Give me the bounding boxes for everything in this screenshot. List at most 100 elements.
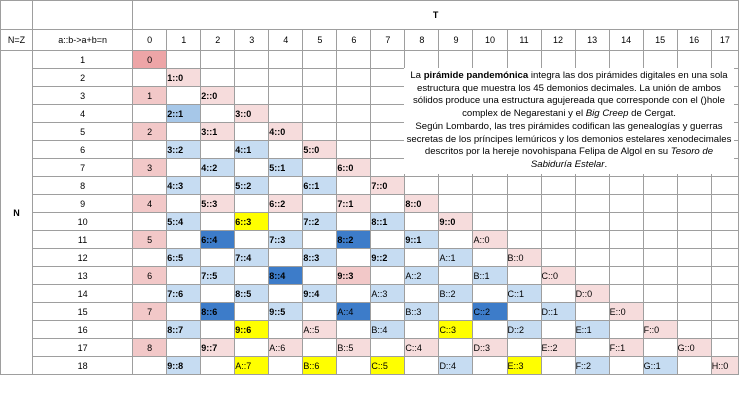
- row-n-value: 2: [32, 68, 134, 87]
- empty-cell: [608, 230, 644, 249]
- row-n-value: 9: [32, 194, 134, 213]
- empty-cell: [642, 50, 678, 69]
- empty-cell: [608, 320, 644, 339]
- digit-cell: 2: [132, 122, 168, 141]
- demon-cell: 4::2: [200, 158, 236, 177]
- demon-cell: 5::0: [302, 140, 338, 159]
- empty-cell: [540, 356, 576, 375]
- demon-cell: 8::6: [200, 302, 236, 321]
- table-row: 10 5::4 6::3 7::2 8::1 9::0: [1, 212, 740, 231]
- empty-cell: [506, 266, 542, 285]
- demon-cell: 8::7: [166, 320, 202, 339]
- description-text: integra las dos pirámides digitales en u…: [413, 70, 728, 120]
- empty-cell: [710, 194, 740, 213]
- empty-cell: [676, 212, 712, 231]
- empty-cell: [370, 302, 406, 321]
- empty-cell: [336, 104, 372, 123]
- demon-cell: A::7: [234, 356, 270, 375]
- digit-cell: 0: [132, 50, 168, 69]
- empty-cell: [200, 248, 236, 267]
- description-italic: Big Creep: [585, 108, 629, 120]
- table-row: 17 8 9::7 A::6 B::5 C::4 D::3 E::2 F::1 G::0: [1, 338, 740, 357]
- demon-cell: 7::1: [336, 194, 372, 213]
- empty-cell: [710, 176, 740, 195]
- demon-cell: 9::2: [370, 248, 406, 267]
- empty-cell: [370, 68, 406, 87]
- demon-cell: D::2: [506, 320, 542, 339]
- digit-cell: 5: [132, 230, 168, 249]
- demon-cell: 8::2: [336, 230, 372, 249]
- row-n-value: 8: [32, 176, 134, 195]
- empty-cell: [336, 284, 372, 303]
- empty-cell: [336, 212, 372, 231]
- empty-cell: [234, 302, 270, 321]
- row-n-value: 4: [32, 104, 134, 123]
- demon-cell: 6::4: [200, 230, 236, 249]
- empty-cell: [608, 50, 644, 69]
- demon-cell: 7::6: [166, 284, 202, 303]
- demon-cell: 6::3: [234, 212, 270, 231]
- table-row: 16 8::7 9::6 A::5 B::4 C::3 D::2 E::1 F::0: [1, 320, 740, 339]
- empty-cell: [302, 104, 338, 123]
- empty-cell: [438, 194, 474, 213]
- demon-cell: C::3: [438, 320, 474, 339]
- empty-cell: [166, 230, 202, 249]
- demon-cell: G::1: [642, 356, 678, 375]
- empty-cell: [506, 176, 542, 195]
- empty-cell: [200, 68, 236, 87]
- empty-cell: [302, 230, 338, 249]
- demon-cell: 8::3: [302, 248, 338, 267]
- demon-cell: 3::0: [234, 104, 270, 123]
- column-header: 13: [574, 29, 610, 51]
- empty-cell: [132, 212, 168, 231]
- row-n-value: 16: [32, 320, 134, 339]
- empty-cell: [268, 356, 304, 375]
- demon-cell: 6::5: [166, 248, 202, 267]
- empty-cell: [336, 86, 372, 105]
- empty-cell: [438, 176, 474, 195]
- row-n-value: 13: [32, 266, 134, 285]
- demon-cell: 1::0: [166, 68, 202, 87]
- column-header: 5: [302, 29, 338, 51]
- empty-cell: [472, 284, 508, 303]
- demon-cell: A::5: [302, 320, 338, 339]
- row-n-value: 3: [32, 86, 134, 105]
- empty-cell: [608, 212, 644, 231]
- empty-cell: [234, 266, 270, 285]
- column-header: 7: [370, 29, 406, 51]
- empty-cell: [574, 194, 610, 213]
- empty-cell: [506, 338, 542, 357]
- empty-cell: [540, 50, 576, 69]
- demon-cell: 2::1: [166, 104, 202, 123]
- column-header: 11: [506, 29, 542, 51]
- empty-cell: [370, 86, 406, 105]
- empty-cell: [642, 176, 678, 195]
- empty-cell: [268, 104, 304, 123]
- empty-cell: [574, 230, 610, 249]
- description-highlight: pirámide pandemónica: [423, 70, 529, 81]
- empty-cell: [404, 50, 440, 69]
- rule-label: a::b->a+b=n: [32, 29, 134, 51]
- empty-cell: [642, 212, 678, 231]
- demon-cell: 6::2: [268, 194, 304, 213]
- empty-cell: [710, 212, 740, 231]
- empty-cell: [404, 284, 440, 303]
- empty-cell: [302, 302, 338, 321]
- demon-cell: D::1: [540, 302, 576, 321]
- empty-cell: [404, 356, 440, 375]
- column-header: 1: [166, 29, 202, 51]
- empty-cell: [608, 194, 644, 213]
- row-n-value: 18: [32, 356, 134, 375]
- empty-cell: [268, 212, 304, 231]
- empty-cell: [404, 248, 440, 267]
- empty-cell: [642, 230, 678, 249]
- empty-cell: [370, 158, 406, 177]
- row-n-value: 7: [32, 158, 134, 177]
- description-text: Según Lombardo, las tres pirámides codif…: [406, 120, 732, 158]
- empty-cell: [608, 356, 644, 375]
- empty-cell: [642, 338, 678, 357]
- demon-cell: C::5: [370, 356, 406, 375]
- empty-cell: [574, 338, 610, 357]
- empty-cell: [472, 248, 508, 267]
- corner-cell-right: [32, 0, 134, 30]
